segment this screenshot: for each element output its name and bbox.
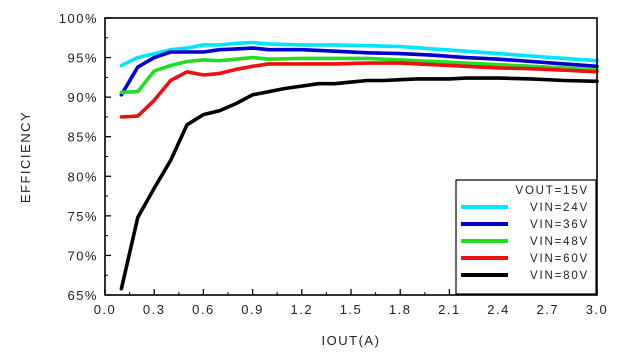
x-tick-label: 2.4 (487, 302, 510, 317)
legend-label-vin-24v: VIN=24V (530, 202, 589, 214)
x-tick-label: 2.7 (537, 302, 560, 317)
y-tick-label: 95% (67, 51, 98, 66)
x-tick-label: 1.2 (291, 302, 314, 317)
x-tick-label: 2.1 (438, 302, 461, 317)
x-axis-label: IOUT(A) (322, 333, 381, 348)
series-line-vin-24v (119, 40, 599, 68)
series-line-vin-36v (119, 46, 599, 97)
y-tick-label: 85% (67, 130, 98, 145)
legend-label-vin-60v: VIN=60V (530, 253, 589, 265)
legend-label-vin-36v: VIN=36V (530, 219, 589, 231)
y-tick-label: 100% (59, 11, 98, 26)
series-layer (119, 40, 599, 291)
y-tick-label: 80% (67, 169, 98, 184)
tick-labels-layer: 0.0 0.3 0.6 0.9 1.2 1.5 1.8 2.1 2.4 2.7 3.0 65% 70% 7… (59, 11, 609, 317)
x-tick-label: 0.0 (94, 302, 117, 317)
y-tick-label: 70% (67, 248, 98, 263)
series-line-vin-48v (119, 55, 599, 95)
y-tick-label: 65% (67, 288, 98, 303)
x-tick-label: 0.6 (192, 302, 215, 317)
legend-title: VOUT=15V (515, 185, 589, 197)
y-tick-label: 90% (67, 90, 98, 105)
series-line-vin-80v (119, 76, 599, 291)
x-tick-label: 0.9 (241, 302, 264, 317)
y-tick-label: 75% (67, 209, 98, 224)
x-tick-label: 1.5 (340, 302, 363, 317)
legend-entries: VIN=24V VIN=36V VIN=48V VIN=60V VIN=80V (461, 202, 589, 282)
x-tick-label: 1.8 (389, 302, 412, 317)
x-tick-label: 0.3 (143, 302, 166, 317)
x-tick-label: 3.0 (586, 302, 609, 317)
legend-label-vin-48v: VIN=48V (530, 236, 589, 248)
y-axis-label: EFFICIENCY (18, 111, 33, 203)
series-line-vin-60v (119, 61, 599, 119)
legend: VOUT=15V VIN=24VVIN=36VVIN=48VVIN=60VVIN… (455, 179, 597, 295)
legend-label-vin-80v: VIN=80V (530, 270, 589, 282)
